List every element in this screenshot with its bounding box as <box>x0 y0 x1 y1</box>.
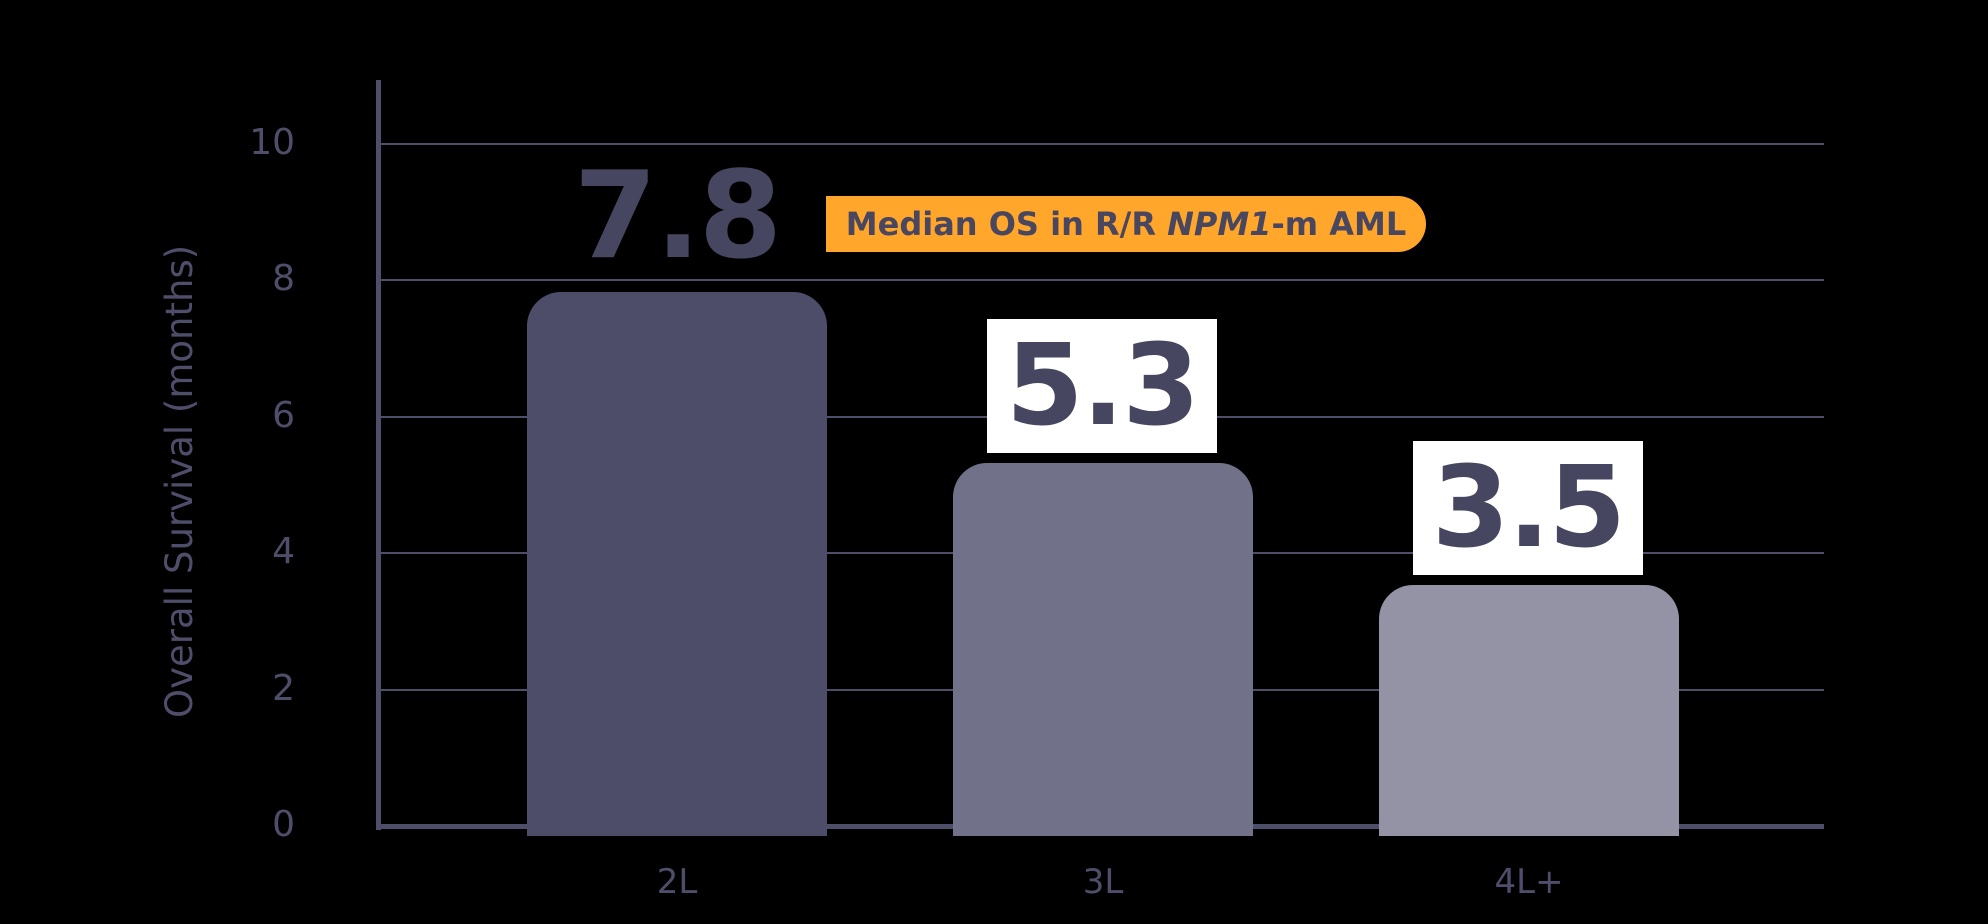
bar-4L+ <box>1379 585 1679 836</box>
annotation-badge: Median OS in R/R NPM1 -m AML <box>826 196 1426 252</box>
y-tick-label: 6 <box>272 394 295 436</box>
badge-suffix: -m AML <box>1271 205 1407 243</box>
value-label: 5.3 <box>987 318 1217 453</box>
y-tick-label: 4 <box>272 531 295 573</box>
bar-3L <box>953 462 1253 836</box>
y-tick-label: 0 <box>272 804 295 845</box>
x-tick-label: 3L <box>1082 862 1124 902</box>
badge-gene: NPM1 <box>1167 205 1272 243</box>
y-tick-label: 2 <box>272 667 295 709</box>
gridline <box>380 279 1824 282</box>
y-tick-label: 10 <box>249 122 295 163</box>
gridline <box>380 143 1824 145</box>
y-tick-label: 8 <box>272 258 295 300</box>
y-axis-line <box>376 80 381 830</box>
y-axis-label: Overall Survival (months) <box>158 244 201 718</box>
value-label: 7.8 <box>573 147 783 287</box>
x-tick-label: 4L+ <box>1494 862 1564 902</box>
badge-prefix: Median OS in R/R <box>845 205 1168 243</box>
value-label: 3.5 <box>1413 441 1643 576</box>
x-tick-label: 2L <box>656 862 698 902</box>
bar-2L <box>527 292 827 836</box>
